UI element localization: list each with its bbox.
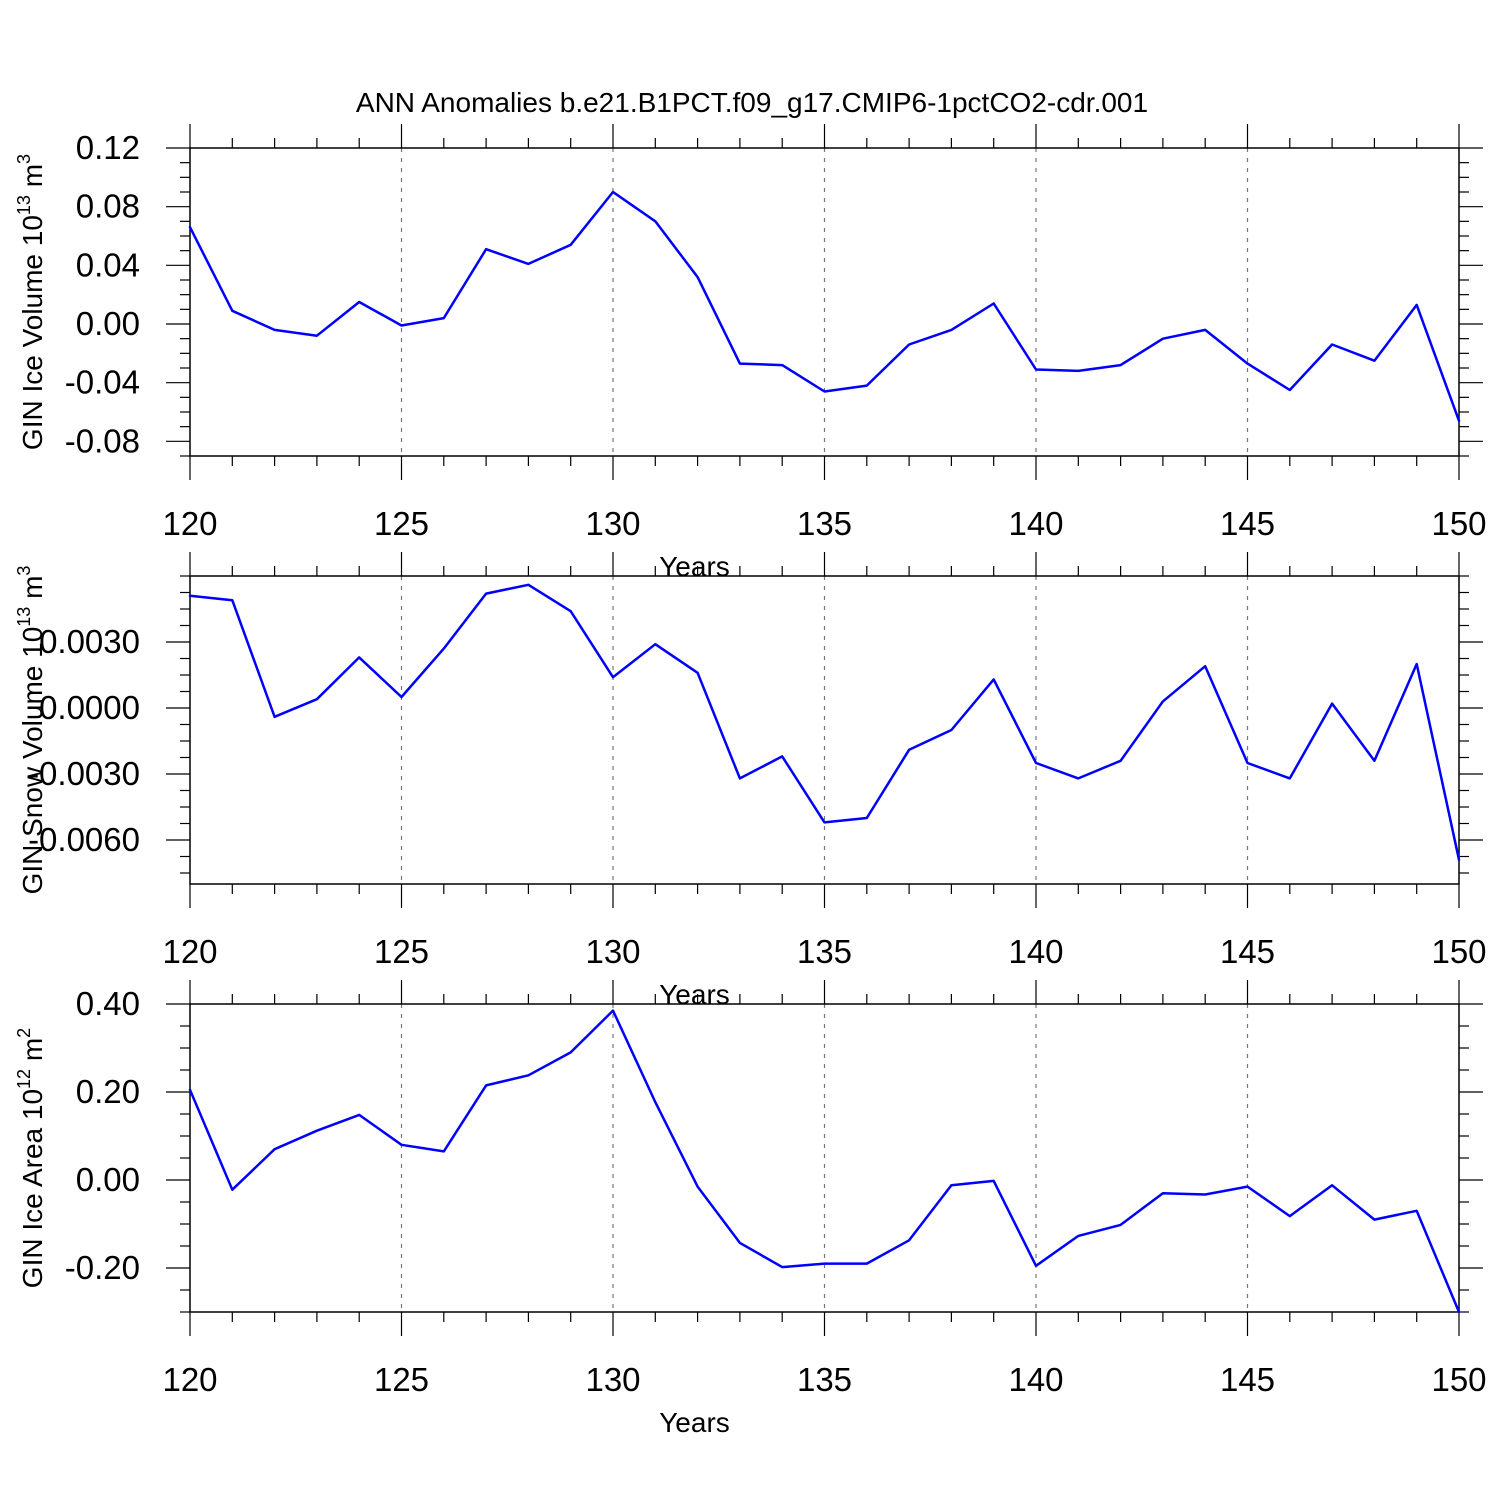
x-tick-label: 135	[797, 933, 852, 970]
series-line	[188, 1009, 1461, 1314]
x-tick-label: 140	[1008, 505, 1063, 542]
y-tick-label: 0.20	[76, 1073, 140, 1110]
x-tick-label: 130	[585, 505, 640, 542]
figure-title: ANN Anomalies b.e21.B1PCT.f09_g17.CMIP6-…	[356, 87, 1148, 118]
x-tick-label: 135	[797, 1361, 852, 1398]
panel-3: 120 125 130 135 140 145 150 0.40 0.20 0.00 -0.20 Ye…	[14, 980, 1487, 1438]
y-axis-label: GIN Snow Volume 1013 m3	[14, 566, 48, 895]
y-axis-label-unit-exponent: 3	[14, 154, 34, 164]
x-tick-label: 145	[1220, 1361, 1275, 1398]
x-tick-label: 150	[1431, 505, 1486, 542]
x-tick-label: 120	[162, 933, 217, 970]
x-tick-label: 150	[1431, 1361, 1486, 1398]
y-axis-label-unit: m	[17, 164, 48, 195]
x-tick-label: 120	[162, 505, 217, 542]
x-tick-label: 130	[585, 1361, 640, 1398]
y-tick-label: 0.12	[76, 129, 140, 166]
y-axis-label: GIN Ice Area 1012 m2	[14, 1028, 48, 1288]
y-axis-label-unit-exponent: 2	[14, 1028, 34, 1038]
y-axis-label-exponent: 13	[14, 195, 34, 215]
x-tick-label: 140	[1008, 1361, 1063, 1398]
y-axis-label-text: GIN Ice Area 10	[17, 1089, 48, 1288]
panels-group: 120 125 130 135 140 145 150 0.12 0.08 0.04 0.00 -0.…	[14, 124, 1487, 1438]
y-tick-label: 0.08	[76, 188, 140, 225]
x-tick-label: 125	[374, 505, 429, 542]
series-line	[188, 190, 1461, 423]
x-tick-label: 125	[374, 1361, 429, 1398]
y-tick-label: -0.20	[65, 1249, 140, 1286]
y-axis-label: GIN Ice Volume 1013 m3	[14, 154, 48, 450]
x-axis-label: Years	[659, 979, 730, 1010]
y-tick-label: -0.0030	[28, 755, 140, 792]
x-tick-label: 120	[162, 1361, 217, 1398]
x-tick-label: 125	[374, 933, 429, 970]
y-axis-label-unit: m	[17, 1038, 48, 1069]
y-axis-label-unit: m	[17, 576, 48, 607]
y-tick-label: -0.0060	[28, 821, 140, 858]
x-tick-label: 145	[1220, 933, 1275, 970]
x-tick-label: 145	[1220, 505, 1275, 542]
x-axis-label: Years	[659, 1407, 730, 1438]
x-tick-label: 130	[585, 933, 640, 970]
x-tick-label: 135	[797, 505, 852, 542]
series-line	[188, 583, 1461, 862]
y-axis-label-text: GIN Snow Volume 10	[17, 627, 48, 895]
y-tick-label: 0.04	[76, 246, 140, 283]
panel-2: 120 125 130 135 140 145 150 0.0030 0.0000 -0.0030…	[14, 552, 1487, 1010]
y-tick-label: 0.40	[76, 985, 140, 1022]
y-axis-label-exponent: 12	[14, 1069, 34, 1089]
panel-1: 120 125 130 135 140 145 150 0.12 0.08 0.04 0.00 -0.…	[14, 124, 1487, 582]
x-axis-label: Years	[659, 551, 730, 582]
y-axis-label-exponent: 13	[14, 607, 34, 627]
y-tick-label: -0.04	[65, 364, 140, 401]
y-tick-label: 0.00	[76, 305, 140, 342]
y-tick-label: 0.0000	[39, 689, 140, 726]
x-tick-label: 150	[1431, 933, 1486, 970]
y-tick-label: 0.00	[76, 1161, 140, 1198]
y-tick-label: -0.08	[65, 422, 140, 459]
y-axis-label-text: GIN Ice Volume 10	[17, 215, 48, 450]
x-tick-label: 140	[1008, 933, 1063, 970]
y-axis-label-unit-exponent: 3	[14, 566, 34, 576]
y-tick-label: 0.0030	[39, 623, 140, 660]
